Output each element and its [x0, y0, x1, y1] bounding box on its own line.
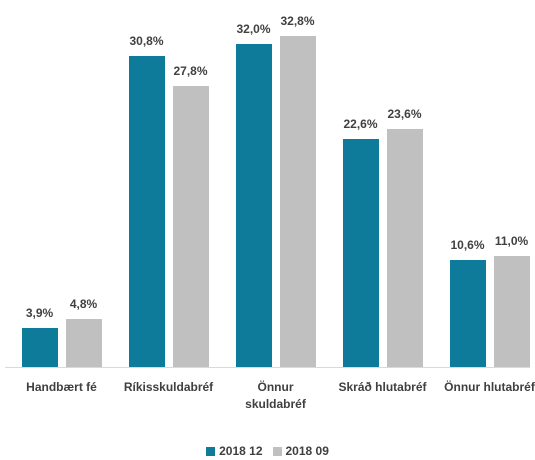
- legend-swatch: [206, 446, 216, 456]
- axis-line: [5, 367, 530, 368]
- legend-label: 2018 12: [219, 444, 263, 458]
- value-label: 11,0%: [494, 233, 529, 248]
- legend-item: 2018 12: [206, 444, 263, 458]
- bar: [279, 35, 316, 367]
- value-label: 27,8%: [173, 64, 208, 79]
- value-label: 4,8%: [69, 296, 98, 311]
- value-label: 23,6%: [387, 106, 422, 121]
- legend: 2018 12 2018 09: [0, 444, 535, 458]
- legend-swatch: [272, 446, 282, 456]
- bar: [21, 327, 58, 367]
- bar: [386, 128, 423, 367]
- legend-item: 2018 09: [272, 444, 329, 458]
- x-tick-label: Önnur hlutabréf: [444, 380, 535, 394]
- value-label: 32,0%: [236, 21, 271, 36]
- bar: [128, 55, 165, 367]
- value-label: 30,8%: [129, 33, 164, 48]
- value-label: 22,6%: [343, 116, 378, 131]
- x-tick-label: Skráð hlutabréf: [338, 380, 427, 394]
- bar: [235, 43, 272, 367]
- x-tick-label: Handbært fé: [26, 380, 97, 394]
- x-tick-label: Önnur skuldabréf: [245, 380, 306, 411]
- bar: [65, 318, 102, 367]
- value-label: 32,8%: [280, 13, 315, 28]
- value-label: 10,6%: [450, 237, 485, 252]
- bar: [172, 86, 209, 367]
- x-tick-label: Ríkisskuldabréf: [123, 380, 214, 394]
- bar: [342, 138, 379, 367]
- bar: [449, 259, 486, 367]
- legend-label: 2018 09: [285, 444, 329, 458]
- value-label: 3,9%: [25, 305, 54, 320]
- bar: [493, 255, 530, 367]
